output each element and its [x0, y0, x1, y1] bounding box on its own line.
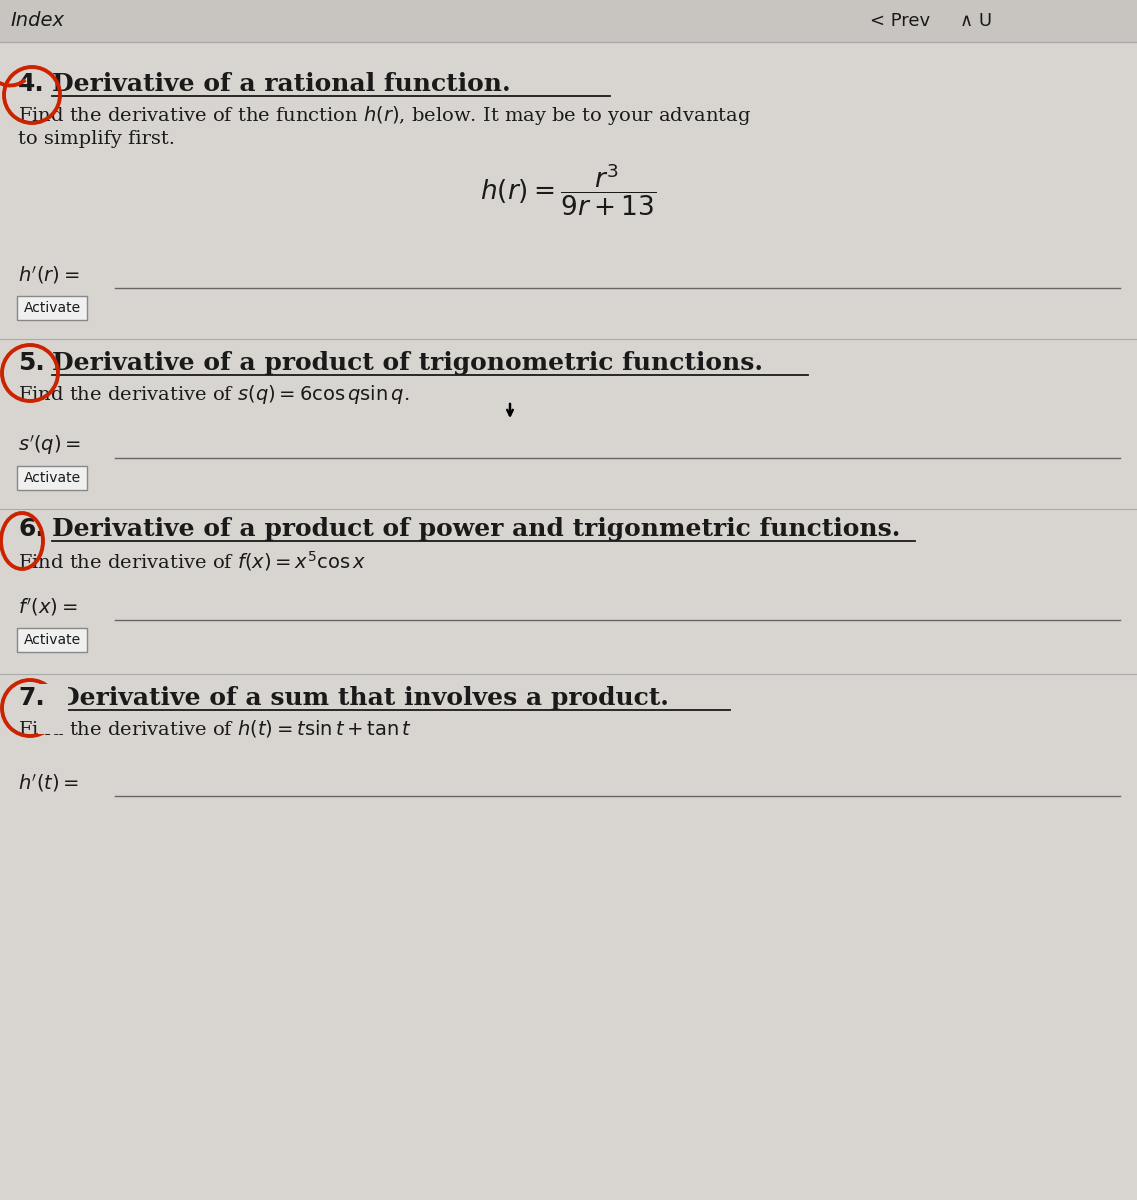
Text: Activate: Activate	[24, 301, 81, 314]
Text: Derivative of a product of trigonometric functions.: Derivative of a product of trigonometric…	[52, 350, 763, 374]
FancyBboxPatch shape	[17, 296, 88, 320]
Text: Activate: Activate	[24, 470, 81, 485]
Text: Find the derivative of $h(t) = t \sin t + \tan t$: Find the derivative of $h(t) = t \sin t …	[18, 718, 413, 739]
FancyBboxPatch shape	[38, 684, 68, 734]
FancyBboxPatch shape	[17, 628, 88, 652]
FancyBboxPatch shape	[0, 0, 1137, 42]
Text: Derivative of a rational function.: Derivative of a rational function.	[52, 72, 511, 96]
Text: < Prev: < Prev	[870, 12, 930, 30]
Text: $h'(r) =$: $h'(r) =$	[18, 264, 80, 286]
Text: $h(r) = \dfrac{r^3}{9r + 13}$: $h(r) = \dfrac{r^3}{9r + 13}$	[480, 162, 656, 218]
Text: Index: Index	[10, 12, 64, 30]
Text: to simplify first.: to simplify first.	[18, 130, 175, 148]
Text: $f'(x) =$: $f'(x) =$	[18, 596, 77, 618]
Text: Derivative of a product of power and trigonmetric functions.: Derivative of a product of power and tri…	[52, 517, 901, 541]
Text: 5.: 5.	[18, 350, 44, 374]
Text: Find the derivative of the function $h(r)$, below. It may be to your advantag: Find the derivative of the function $h(r…	[18, 104, 750, 127]
Text: Activate: Activate	[24, 634, 81, 647]
Text: Find the derivative of $f(x) = x^5 \cos x$: Find the derivative of $f(x) = x^5 \cos …	[18, 550, 366, 572]
Text: $h'(t) =$: $h'(t) =$	[18, 772, 80, 794]
Text: ∧ U: ∧ U	[960, 12, 993, 30]
Text: Find the derivative of $s(q) = 6 \cos q \sin q$.: Find the derivative of $s(q) = 6 \cos q …	[18, 383, 409, 406]
Text: 6.: 6.	[18, 517, 44, 541]
Text: $s'(q) =$: $s'(q) =$	[18, 433, 81, 457]
Text: 7.: 7.	[18, 686, 44, 710]
Text: 4.: 4.	[18, 72, 44, 96]
Text: Derivative of a sum that involves a product.: Derivative of a sum that involves a prod…	[58, 686, 669, 710]
FancyBboxPatch shape	[17, 466, 88, 490]
